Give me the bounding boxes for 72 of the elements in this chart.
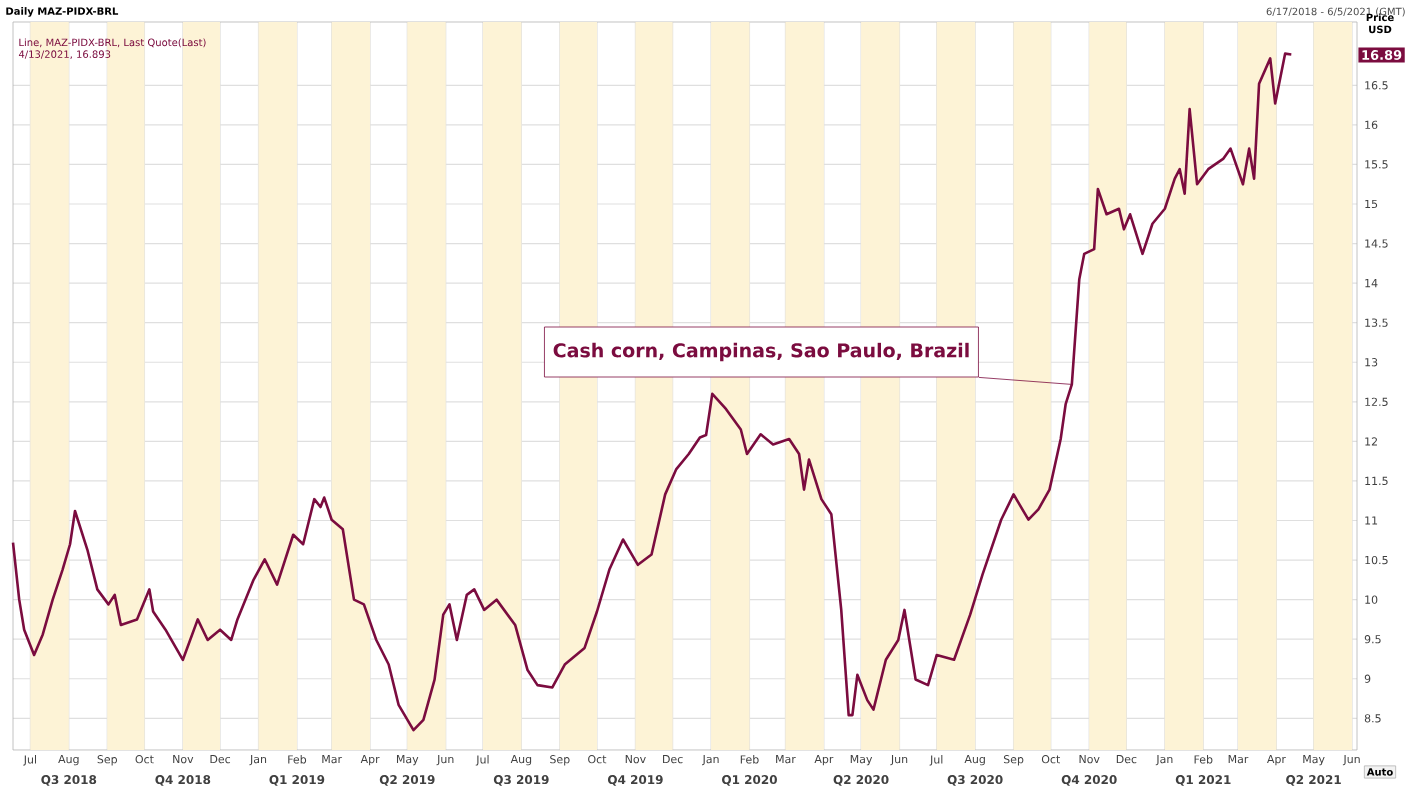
x-tick-label: Oct xyxy=(588,755,607,764)
x2-tick-label: Q2 2021 xyxy=(1286,775,1341,786)
y-tick-label: 15 xyxy=(1365,199,1378,209)
y-tick-label: 16.5 xyxy=(1365,81,1388,90)
x-tick-label: Feb xyxy=(288,755,307,764)
x2-tick-label: Q3 2018 xyxy=(41,775,97,786)
y-tick-label: 8.5 xyxy=(1364,714,1381,723)
y-tick-label: 11.5 xyxy=(1365,476,1388,486)
x2-tick-label: Q4 2020 xyxy=(1061,775,1117,786)
x-tick-label: Aug xyxy=(58,755,79,766)
x2-tick-label: Q3 2020 xyxy=(947,775,1003,786)
x-tick-label: Jan xyxy=(702,755,719,766)
x-tick-label: Sep xyxy=(550,755,570,766)
x-tick-label: Mar xyxy=(1228,755,1249,764)
x-tick-label: Sep xyxy=(1003,755,1024,766)
annotation: Line, MAZ-PIDX-BRL, Last Quote(Last) xyxy=(19,38,206,48)
x-tick-label: May xyxy=(1303,755,1325,766)
x-tick-label: Nov xyxy=(173,755,194,764)
x-tick-label: Jun xyxy=(1342,755,1360,766)
text: Auto xyxy=(1366,768,1393,776)
x-tick-label: Oct xyxy=(135,755,154,764)
x-tick-label: Mar xyxy=(322,755,343,764)
y-tick-label: 14 xyxy=(1365,279,1378,288)
x2-tick-label: Q2 2020 xyxy=(833,775,889,786)
x-tick-label: Feb xyxy=(1194,755,1213,764)
annotation: Cash corn, Campinas, Sao Paulo, Brazil xyxy=(553,342,969,362)
x-tick-label: Nov xyxy=(1079,755,1100,764)
x2-tick-label: Q1 2020 xyxy=(722,775,777,786)
y-tick-label: 10 xyxy=(1365,595,1378,604)
x-tick-label: Dec xyxy=(210,755,231,764)
y-tick-label: 14.5 xyxy=(1365,239,1388,248)
x2-tick-label: Q1 2021 xyxy=(1175,775,1231,786)
x-tick-label: Jul xyxy=(475,755,489,766)
x-tick-label: Jan xyxy=(1155,755,1173,766)
line-series xyxy=(11,52,1293,732)
x-tick-label: Feb xyxy=(740,755,759,764)
y-tick-label: 12 xyxy=(1365,437,1377,446)
x2-tick-label: Q4 2018 xyxy=(155,775,211,786)
x-tick-label: Oct xyxy=(1041,755,1061,764)
x-tick-label: Jan xyxy=(249,755,267,766)
x2-tick-label: Q4 2019 xyxy=(607,775,663,786)
x-tick-label: Apr xyxy=(814,755,834,766)
x2-tick-label: Q3 2019 xyxy=(493,775,549,786)
y-tick-label: 9 xyxy=(1364,674,1371,683)
x-tick-label: May xyxy=(850,755,873,766)
x2-tick-label: Q2 2019 xyxy=(379,775,435,786)
x-tick-label: Sep xyxy=(97,755,118,766)
x-tick-label: Nov xyxy=(625,755,646,764)
x-tick-label: Jun xyxy=(890,755,908,766)
x-tick-label: Mar xyxy=(776,755,796,764)
x-tick-label: Aug xyxy=(964,755,985,766)
x-tick-label: Dec xyxy=(1116,755,1137,764)
y-tick-label: 13.5 xyxy=(1365,318,1388,327)
text: 16.89 xyxy=(1362,50,1402,60)
x2-tick-label: Q1 2019 xyxy=(269,775,325,786)
x-tick-label: Apr xyxy=(1267,755,1286,766)
y-tick-label: 16 xyxy=(1365,120,1378,130)
x-tick-label: Apr xyxy=(360,755,380,766)
x-tick-label: Dec xyxy=(663,755,683,764)
y-tick-label: 10.5 xyxy=(1365,555,1388,565)
y-tick-label: 13 xyxy=(1365,358,1378,367)
x-tick-label: May xyxy=(396,755,419,766)
y-tick-label: 15.5 xyxy=(1365,160,1388,169)
x-tick-label: Jul xyxy=(23,755,36,766)
annotation: 4/13/2021, 16.893 xyxy=(18,50,111,59)
x-tick-label: Jul xyxy=(929,755,943,766)
y-tick-label: 12.5 xyxy=(1365,397,1388,406)
x-tick-label: Aug xyxy=(510,755,532,766)
x-tick-label: Jun xyxy=(436,755,454,766)
y-tick-label: 9.5 xyxy=(1364,635,1381,644)
chart-title: Daily MAZ-PIDX-BRL xyxy=(6,7,119,17)
y-tick-label: 11 xyxy=(1365,516,1378,525)
